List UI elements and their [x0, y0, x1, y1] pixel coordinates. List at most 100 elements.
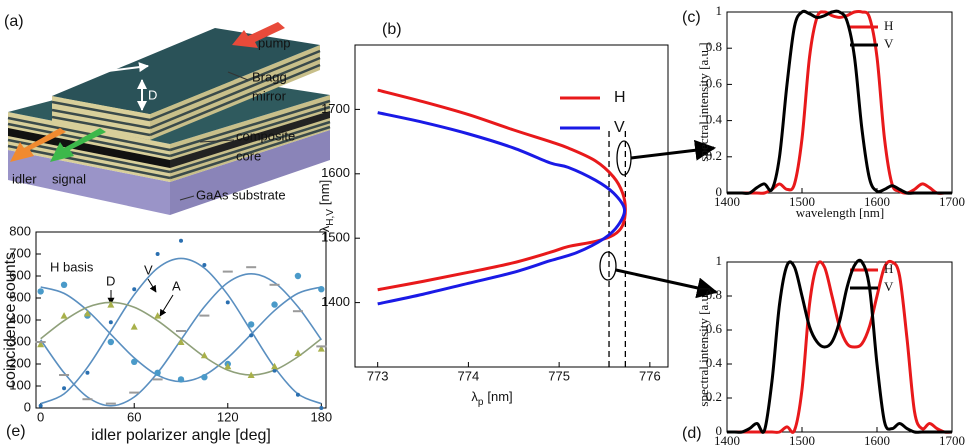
point [202, 263, 207, 267]
y-tick-label: 0 [716, 184, 723, 199]
y-tick-label: 0.8 [706, 287, 722, 302]
label: W [110, 51, 123, 66]
x-axis-label: idler polarizer angle [deg] [91, 427, 271, 444]
line [726, 258, 952, 434]
panel-label: (c) [682, 9, 701, 26]
x-tick-label: 1700 [939, 433, 965, 447]
label: core [236, 148, 261, 163]
legend-label: H [614, 89, 626, 106]
subscript: p [478, 397, 484, 408]
point [132, 287, 137, 292]
y-tick-label: 0.2 [706, 148, 722, 163]
x-tick-label: 774 [458, 368, 480, 383]
point [200, 351, 208, 359]
annotation-arrow [147, 278, 157, 293]
line [377, 111, 627, 306]
panel-label: (a) [4, 13, 24, 30]
x-tick-label: 0 [37, 409, 44, 424]
x-tick-label: 1500 [789, 433, 815, 447]
point [317, 345, 325, 352]
point [201, 374, 208, 381]
line [727, 9, 952, 195]
x-tick-label: 776 [639, 368, 661, 383]
point [295, 392, 300, 397]
annotation: D [106, 273, 115, 288]
point [247, 371, 255, 378]
y-tick-label: 0.2 [706, 389, 722, 404]
y-axis-label: spectral intensity [a.u.] [696, 287, 711, 406]
y-tick-label: 300 [9, 333, 31, 348]
point [271, 301, 278, 308]
y-tick-label: 1 [716, 3, 723, 18]
y-tick-label: 1400 [321, 294, 350, 309]
label: signal [52, 171, 86, 186]
point [177, 338, 185, 345]
plot-frame [726, 11, 953, 194]
x-tick-label: 775 [548, 368, 570, 383]
annotation: A [172, 278, 181, 293]
y-tick-label: 0.4 [706, 355, 723, 370]
subscript: H,V [325, 209, 336, 226]
y-tick-label: 1 [716, 253, 723, 268]
point [85, 370, 90, 375]
x-tick-label: 1400 [714, 194, 740, 209]
y-tick-label: 400 [9, 311, 31, 326]
label: Bragg [252, 69, 287, 84]
plot-frame [354, 44, 669, 368]
point [83, 309, 91, 317]
y-tick-label: 0.6 [706, 321, 723, 336]
point [130, 323, 138, 330]
point [62, 386, 67, 391]
connectors [599, 139, 719, 299]
point [155, 252, 160, 256]
point [177, 376, 185, 383]
y-tick-label: 0.8 [706, 39, 722, 54]
panel-label: (e) [6, 423, 26, 440]
legend-label: V [884, 279, 894, 294]
point [107, 301, 115, 308]
x-tick-label: 1600 [864, 194, 890, 209]
x-tick-label: 120 [217, 409, 239, 424]
x-tick-label: 1400 [714, 433, 740, 447]
point [108, 320, 113, 325]
line [727, 9, 952, 195]
plot-frame [726, 261, 953, 433]
annotation-arrow [159, 294, 174, 317]
point [271, 362, 279, 370]
legend-label: H [884, 18, 893, 33]
point [319, 406, 324, 410]
y-tick-label: 1500 [321, 230, 350, 245]
x-tick-label: 180 [310, 409, 332, 424]
y-axis-label: λH,V [nm] [317, 180, 335, 232]
line [726, 259, 953, 434]
y-tick-label: 600 [9, 267, 31, 282]
x-tick-label: 60 [127, 409, 141, 424]
unit: [nm] [317, 180, 332, 205]
point [225, 300, 230, 305]
point [179, 238, 183, 243]
x-axis-label: wavelength [nm] [796, 205, 884, 220]
point [247, 321, 255, 328]
label: mirror [252, 88, 287, 103]
y-tick-label: 0.4 [706, 112, 723, 127]
label: idler [12, 171, 37, 186]
y-tick-label: 100 [9, 377, 31, 392]
y-tick-label: 500 [9, 289, 31, 304]
point [294, 349, 302, 356]
point [38, 403, 43, 408]
x-axis-label: λp [nm] [471, 389, 512, 407]
x-tick-label: 1700 [939, 194, 965, 209]
unit: [nm] [487, 389, 512, 404]
y-tick-label: 0 [24, 399, 31, 414]
point [272, 368, 277, 373]
panel-label: (b) [382, 21, 402, 38]
y-tick-label: 0 [716, 423, 723, 438]
x-tick-label: 1600 [864, 433, 890, 447]
x-tick-label: 773 [367, 368, 389, 383]
point [154, 312, 162, 319]
y-tick-label: 800 [9, 223, 31, 238]
legend-label: V [884, 36, 894, 51]
symbol: λ [317, 225, 332, 232]
